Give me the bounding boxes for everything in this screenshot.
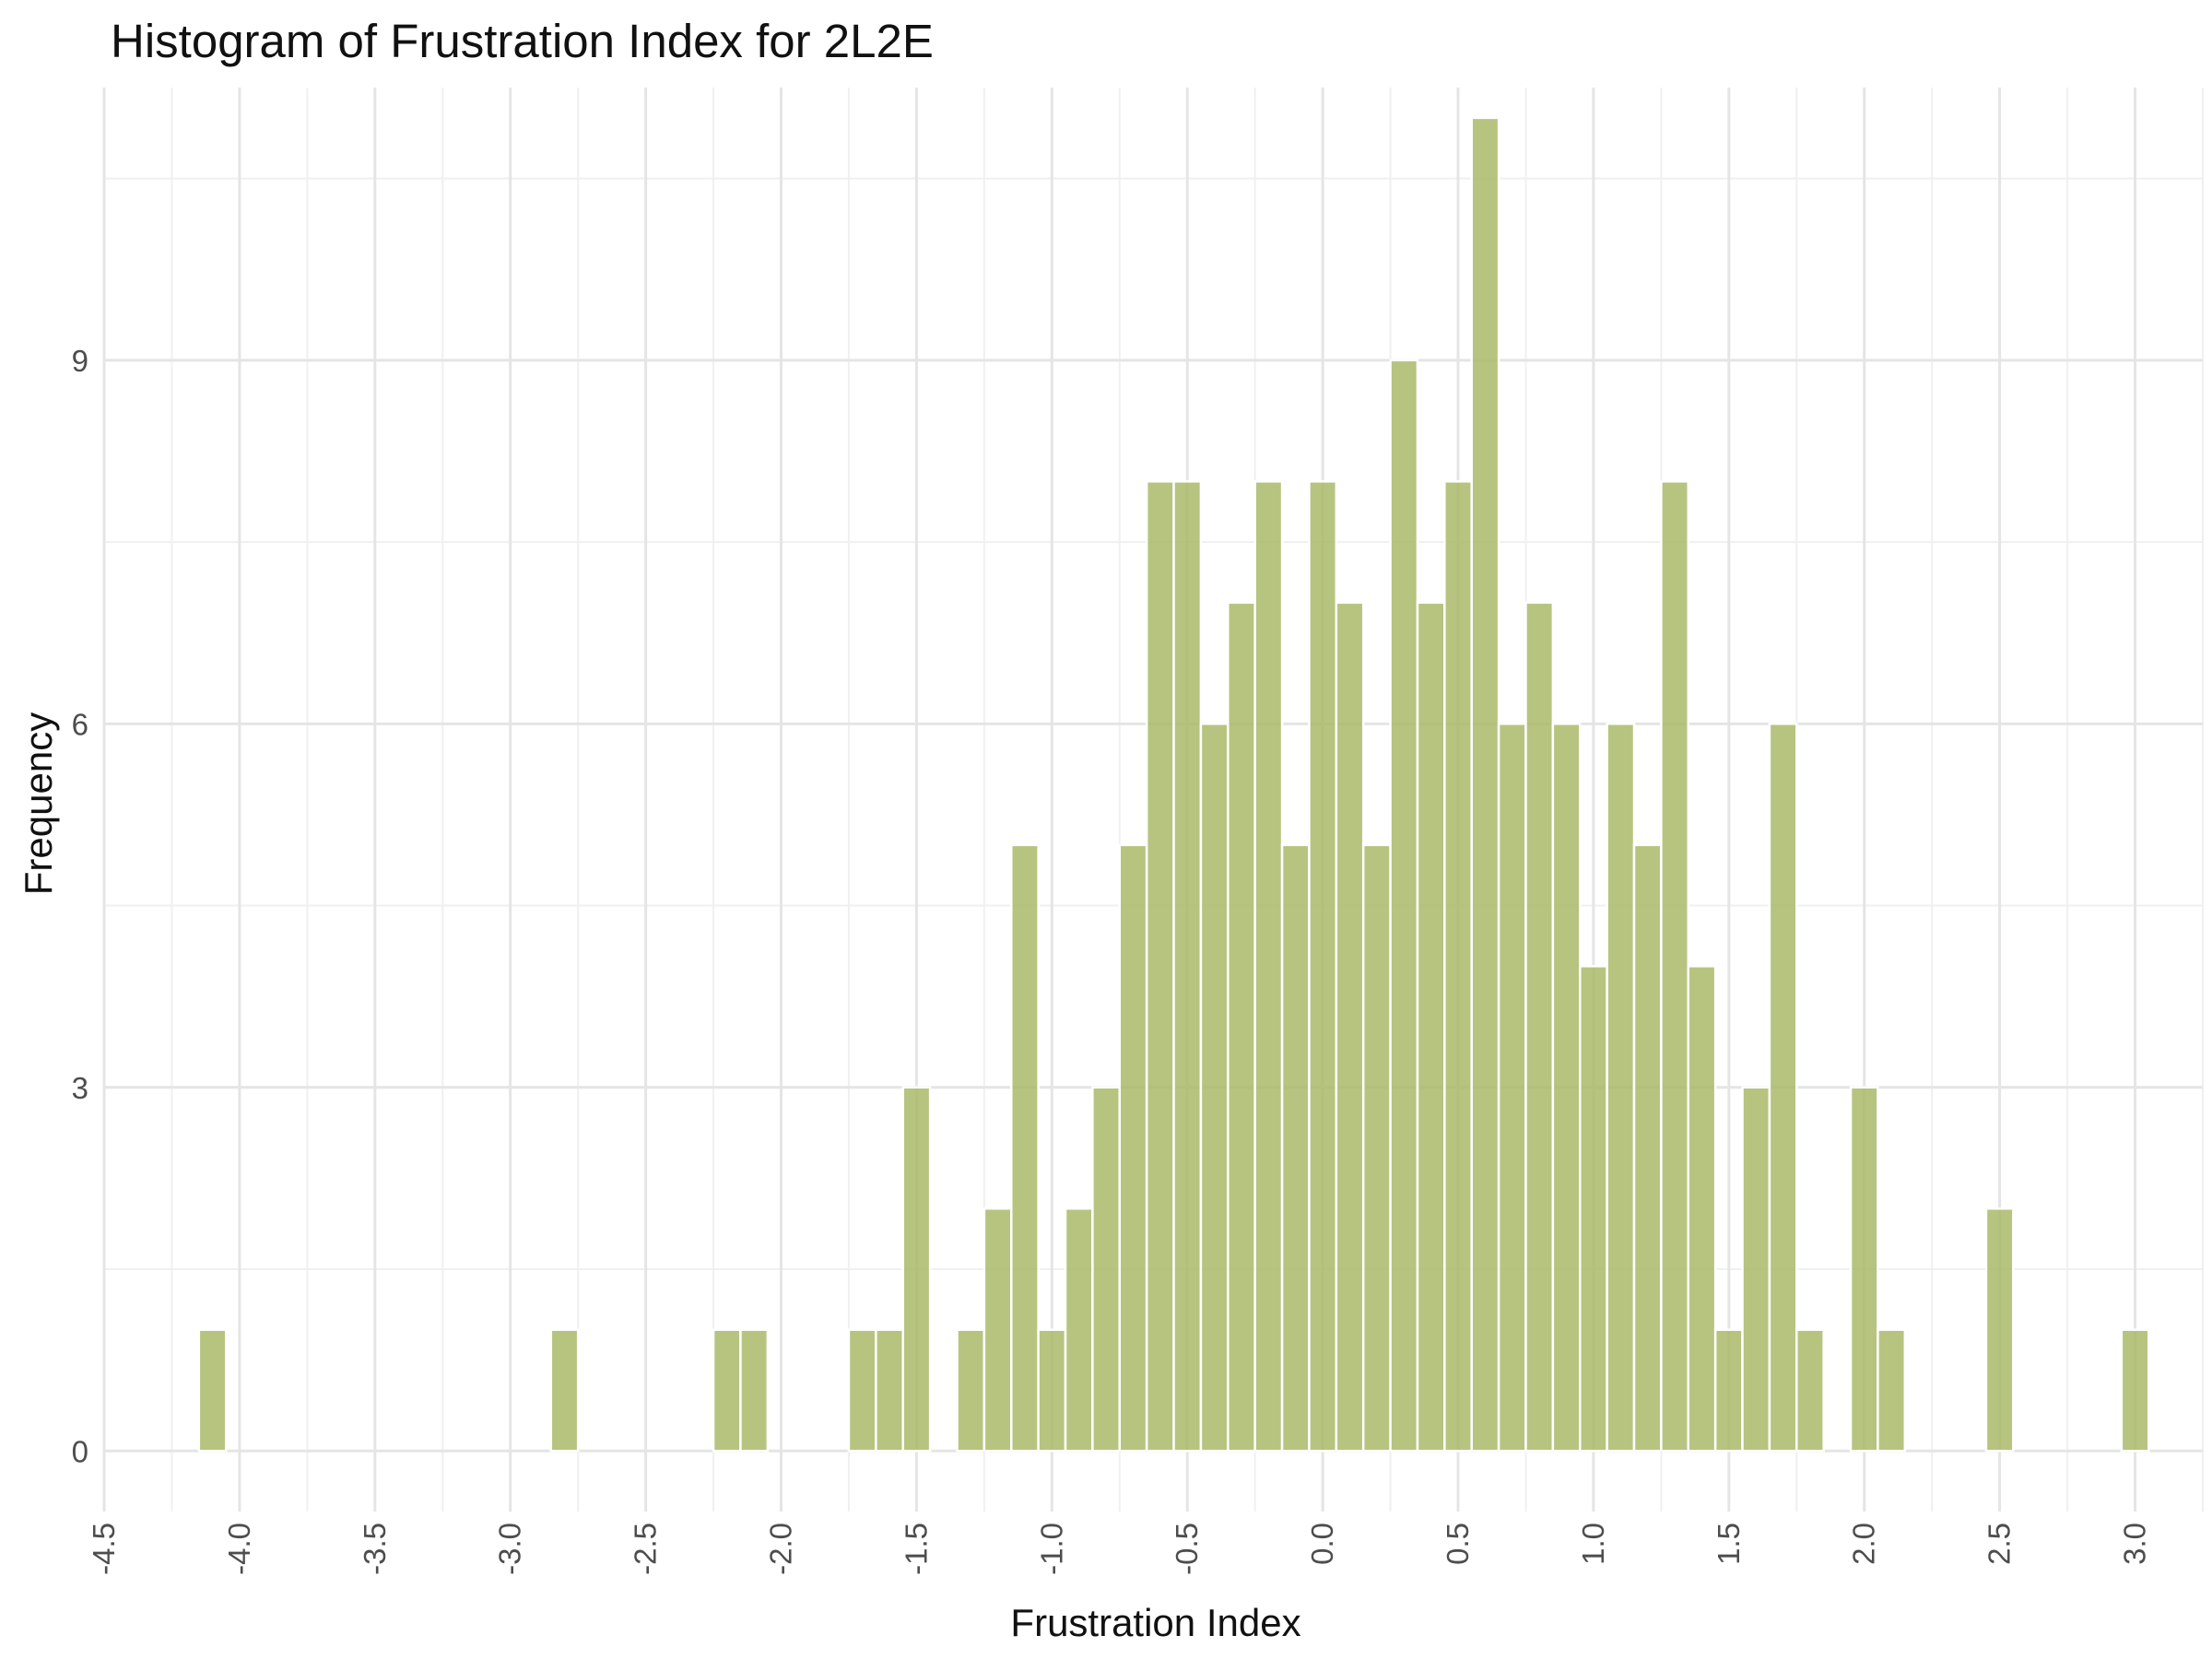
histogram-bar — [1470, 116, 1500, 1453]
histogram-bar — [1145, 480, 1175, 1453]
y-tick-label: 0 — [72, 1434, 88, 1468]
histogram-bar — [1578, 965, 1608, 1453]
histogram-bar — [1632, 843, 1663, 1453]
histogram-bar — [901, 1086, 932, 1453]
x-tick-label: -2.5 — [629, 1523, 663, 1575]
histogram-bar — [739, 1328, 770, 1453]
x-tick-label: 2.5 — [1983, 1523, 2017, 1565]
x-tick-label: -3.5 — [358, 1523, 392, 1575]
histogram-bar — [1551, 723, 1582, 1453]
y-tick-labels: 0 3 6 9 — [72, 344, 88, 1468]
histogram-bar — [1660, 480, 1690, 1453]
x-tick-labels: -4.5 -4.0 -3.5 -3.0 -2.5 -2.0 -1.5 -1.0 -0.5 0.0 0… — [87, 1523, 2152, 1575]
histogram-bar — [549, 1328, 580, 1453]
histogram-bar — [1064, 1207, 1094, 1453]
y-axis-title: Frequency — [17, 712, 60, 895]
histogram-bar — [1308, 480, 1338, 1453]
histogram-bar — [1768, 723, 1798, 1453]
x-tick-label: 0.0 — [1305, 1523, 1339, 1565]
histogram-bar — [1335, 601, 1365, 1453]
histogram-bar — [1037, 1328, 1067, 1453]
histogram-bar — [1687, 965, 1717, 1453]
histogram-bar — [1713, 1328, 1744, 1453]
histogram-bar — [1984, 1207, 2015, 1453]
histogram-bar — [1227, 601, 1256, 1453]
x-tick-label: -3.0 — [493, 1523, 527, 1575]
histogram-bar — [1118, 843, 1148, 1453]
histogram-bar — [2120, 1328, 2150, 1453]
y-tick-label: 3 — [72, 1071, 88, 1105]
histogram-bar — [1795, 1328, 1825, 1453]
x-axis-title: Frustration Index — [1010, 1601, 1300, 1644]
x-tick-label: 1.0 — [1576, 1523, 1610, 1565]
histogram-bar — [1443, 480, 1473, 1453]
histogram-bar — [1741, 1086, 1771, 1453]
histogram-bar — [712, 1328, 742, 1453]
histogram-bar — [1849, 1086, 1879, 1453]
y-tick-label: 9 — [72, 344, 88, 378]
histogram-bar — [982, 1207, 1013, 1453]
histogram-bar — [1010, 843, 1040, 1453]
x-tick-label: 0.5 — [1441, 1523, 1475, 1565]
histogram-bar — [875, 1328, 904, 1453]
x-tick-label: -0.5 — [1170, 1523, 1204, 1575]
histogram-bar — [1416, 601, 1446, 1453]
y-tick-label: 6 — [72, 707, 88, 741]
bars — [197, 116, 2150, 1453]
histogram-bar — [1361, 843, 1392, 1453]
x-tick-label: -4.5 — [87, 1523, 121, 1575]
histogram-bar — [1389, 359, 1419, 1453]
histogram-bar — [1253, 480, 1284, 1453]
chart-title: Histogram of Frustration Index for 2L2E — [111, 15, 934, 67]
histogram-bar — [1877, 1328, 1907, 1453]
histogram-bar — [1091, 1086, 1122, 1453]
x-tick-label: -2.0 — [764, 1523, 798, 1575]
histogram-bar — [1172, 480, 1203, 1453]
histogram-bar — [956, 1328, 986, 1453]
x-tick-label: 3.0 — [2118, 1523, 2152, 1565]
histogram-bar — [1199, 723, 1230, 1453]
histogram-bar — [1497, 723, 1527, 1453]
histogram-bar — [847, 1328, 877, 1453]
x-tick-label: -1.5 — [899, 1523, 933, 1575]
histogram-bar — [197, 1328, 228, 1453]
x-tick-label: -4.0 — [222, 1523, 256, 1575]
histogram-bar — [1524, 601, 1555, 1453]
histogram-bar — [1606, 723, 1636, 1453]
histogram-bar — [1280, 843, 1311, 1453]
x-tick-label: -1.0 — [1034, 1523, 1068, 1575]
x-tick-label: 1.5 — [1712, 1523, 1746, 1565]
x-tick-label: 2.0 — [1847, 1523, 1881, 1565]
